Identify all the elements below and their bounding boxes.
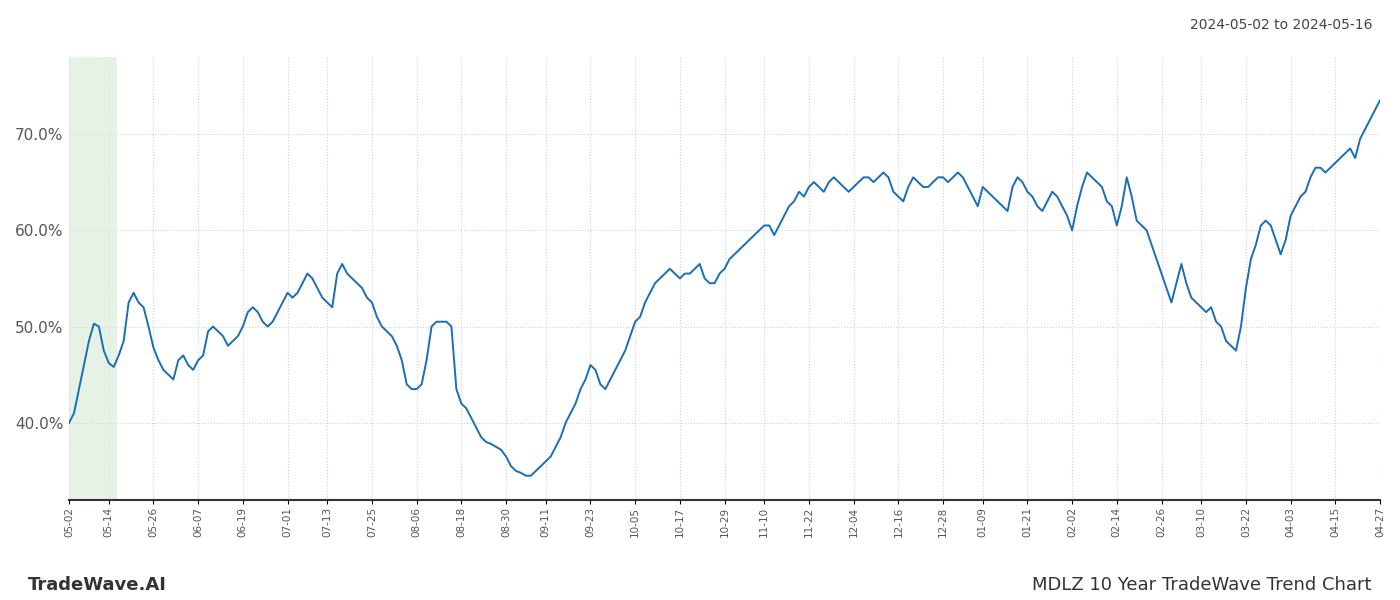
- Text: 2024-05-02 to 2024-05-16: 2024-05-02 to 2024-05-16: [1190, 18, 1372, 32]
- Text: MDLZ 10 Year TradeWave Trend Chart: MDLZ 10 Year TradeWave Trend Chart: [1033, 576, 1372, 594]
- Bar: [69, 57, 116, 500]
- Text: TradeWave.AI: TradeWave.AI: [28, 576, 167, 594]
